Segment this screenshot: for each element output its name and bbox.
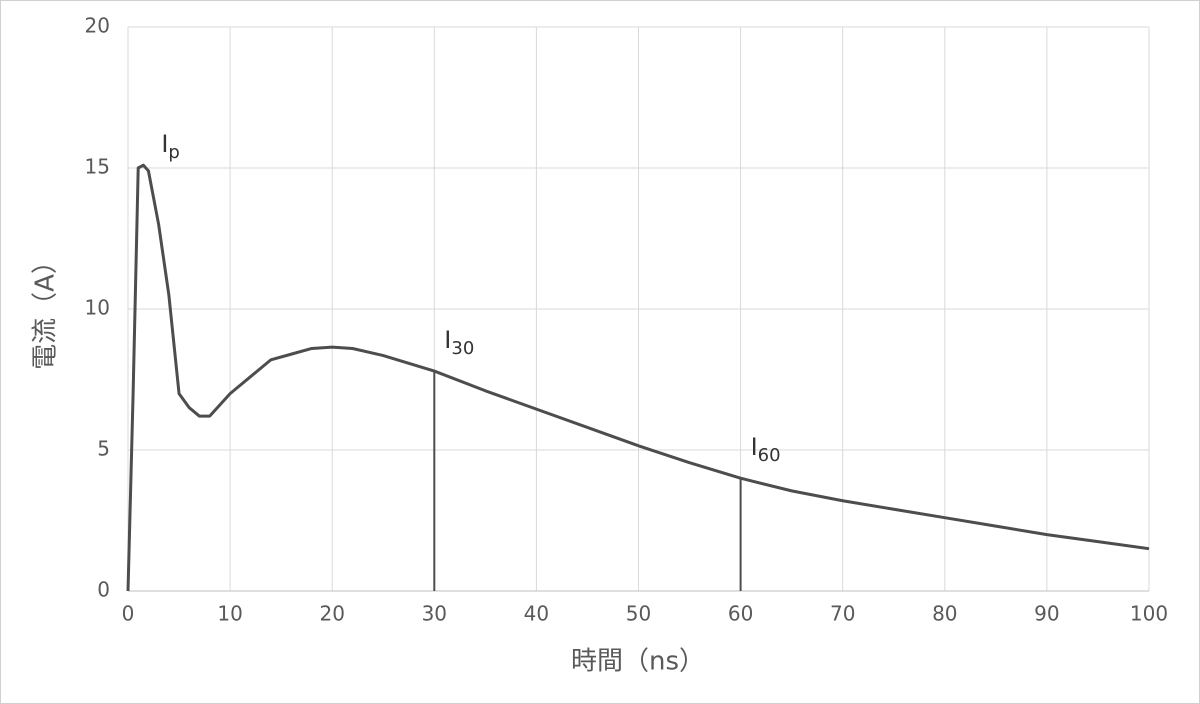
y-tick-label: 10 — [85, 296, 110, 320]
x-tick-label: 50 — [626, 602, 651, 626]
y-axis-title: 電流（A） — [31, 248, 61, 370]
annotation-subscript: 60 — [758, 445, 781, 466]
x-tick-label: 60 — [728, 602, 753, 626]
x-tick-label: 30 — [422, 602, 447, 626]
x-tick-label: 10 — [217, 602, 242, 626]
annotation: Ip — [161, 130, 180, 163]
y-tick-label: 20 — [85, 14, 110, 38]
annotation-label: I — [751, 433, 758, 461]
annotation-label: I — [161, 130, 168, 158]
x-tick-label: 90 — [1034, 602, 1059, 626]
x-tick-label: 80 — [932, 602, 957, 626]
x-tick-label: 20 — [319, 602, 344, 626]
x-axis-title: 時間（ns） — [571, 647, 705, 677]
x-tick-label: 40 — [524, 602, 549, 626]
x-tick-label: 70 — [830, 602, 855, 626]
x-tick-label: 0 — [122, 602, 135, 626]
annotation: I60 — [751, 433, 781, 466]
annotation-subscript: p — [168, 142, 179, 163]
data-line — [126, 163, 1150, 592]
annotation-label: I — [444, 326, 451, 354]
y-tick-label: 0 — [97, 578, 110, 602]
x-tick-label: 100 — [1130, 602, 1168, 626]
y-tick-label: 15 — [85, 155, 110, 179]
y-tick-label: 5 — [97, 437, 110, 461]
annotation: I30 — [444, 326, 474, 359]
annotation-subscript: 30 — [451, 338, 474, 359]
